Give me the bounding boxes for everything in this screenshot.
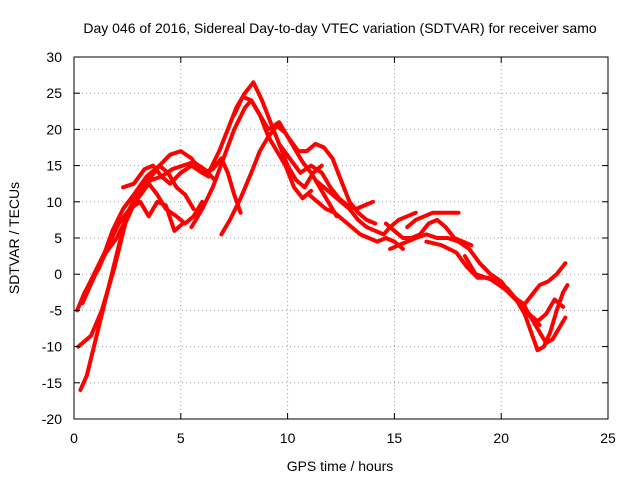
- y-axis-title: SDTVAR / TECUs: [6, 182, 22, 294]
- series-arc-20: [520, 261, 568, 309]
- x-tick-label: 20: [493, 430, 509, 446]
- series-arc-3: [78, 160, 217, 392]
- series-arc-11: [277, 141, 375, 211]
- chart-title: Day 046 of 2016, Sidereal Day-to-day VTE…: [83, 20, 596, 36]
- y-tick-label: -10: [42, 339, 62, 355]
- series-group: [75, 80, 570, 392]
- y-tick-label: 20: [46, 121, 62, 137]
- y-tick-label: -20: [42, 411, 62, 427]
- series-arc-13: [313, 178, 418, 237]
- series-arc-8: [206, 80, 324, 190]
- series-arc-15: [405, 210, 461, 230]
- x-tick-label: 5: [177, 430, 185, 446]
- y-tick-label: 10: [46, 194, 62, 210]
- x-tick-label: 25: [600, 430, 616, 446]
- x-axis-title: GPS time / hours: [287, 458, 394, 474]
- y-tick-label: 15: [46, 158, 62, 174]
- y-tick-label: -5: [50, 302, 63, 318]
- series-arc-19: [499, 283, 568, 345]
- y-tick-label: 25: [46, 85, 62, 101]
- series-arc-5: [84, 199, 185, 291]
- series-arc-6: [121, 163, 211, 190]
- y-tick-label: 5: [54, 230, 62, 246]
- series-arc-12: [307, 192, 405, 251]
- y-tick-label: 0: [54, 266, 62, 282]
- y-tick-label: -15: [42, 375, 62, 391]
- y-tick-label: 30: [46, 49, 62, 65]
- axis-ticks: 0 5 10 15 20 25 -20 -15 -10 -5 0 5 10 15 20 25 30: [42, 49, 616, 446]
- x-tick-label: 0: [70, 430, 78, 446]
- x-tick-label: 10: [280, 430, 296, 446]
- series-arc-18: [462, 254, 570, 353]
- x-tick-label: 15: [387, 430, 403, 446]
